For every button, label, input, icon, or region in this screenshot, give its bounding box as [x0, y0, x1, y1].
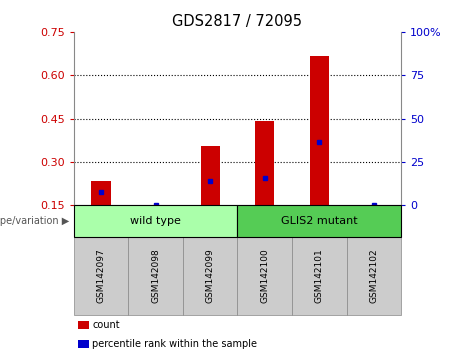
Text: GLIS2 mutant: GLIS2 mutant — [281, 216, 358, 226]
Bar — [201, 146, 220, 205]
Title: GDS2817 / 72095: GDS2817 / 72095 — [172, 14, 302, 29]
Text: count: count — [92, 320, 120, 330]
Bar — [310, 56, 329, 205]
Text: GSM142097: GSM142097 — [96, 249, 106, 303]
Text: GSM142099: GSM142099 — [206, 249, 215, 303]
Text: wild type: wild type — [130, 216, 181, 226]
Text: genotype/variation ▶: genotype/variation ▶ — [0, 216, 69, 226]
Text: GSM142098: GSM142098 — [151, 249, 160, 303]
Text: percentile rank within the sample: percentile rank within the sample — [92, 339, 257, 349]
Text: GSM142101: GSM142101 — [315, 249, 324, 303]
Text: GSM142102: GSM142102 — [369, 249, 378, 303]
Text: GSM142100: GSM142100 — [260, 249, 269, 303]
Bar — [91, 181, 111, 205]
Bar — [255, 121, 274, 205]
